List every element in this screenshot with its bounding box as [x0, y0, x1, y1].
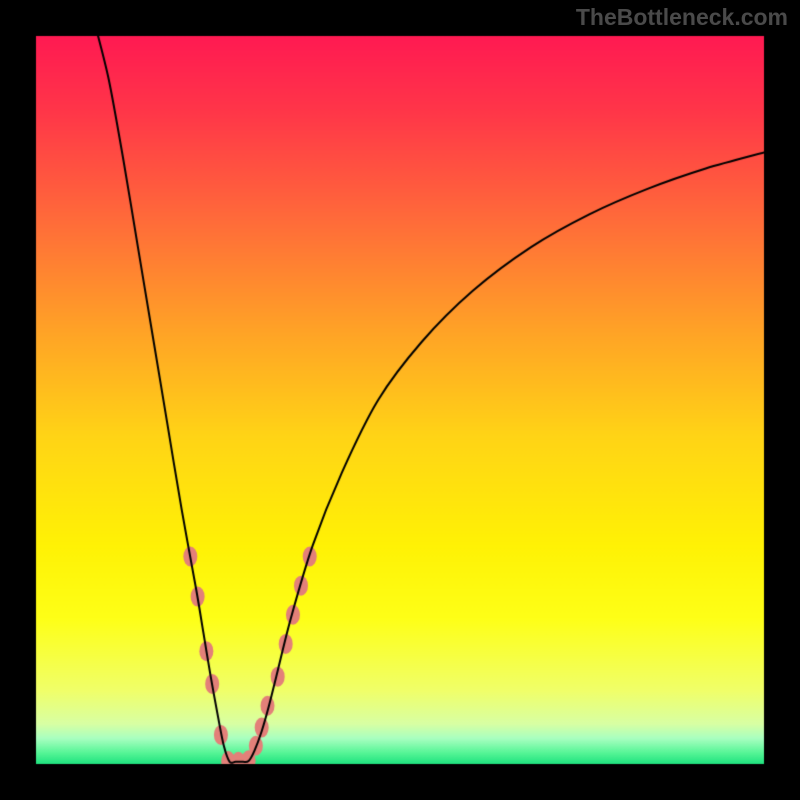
chart-container: TheBottleneck.com — [0, 0, 800, 800]
bottleneck-curve-chart — [0, 0, 800, 800]
watermark-label: TheBottleneck.com — [576, 4, 788, 31]
